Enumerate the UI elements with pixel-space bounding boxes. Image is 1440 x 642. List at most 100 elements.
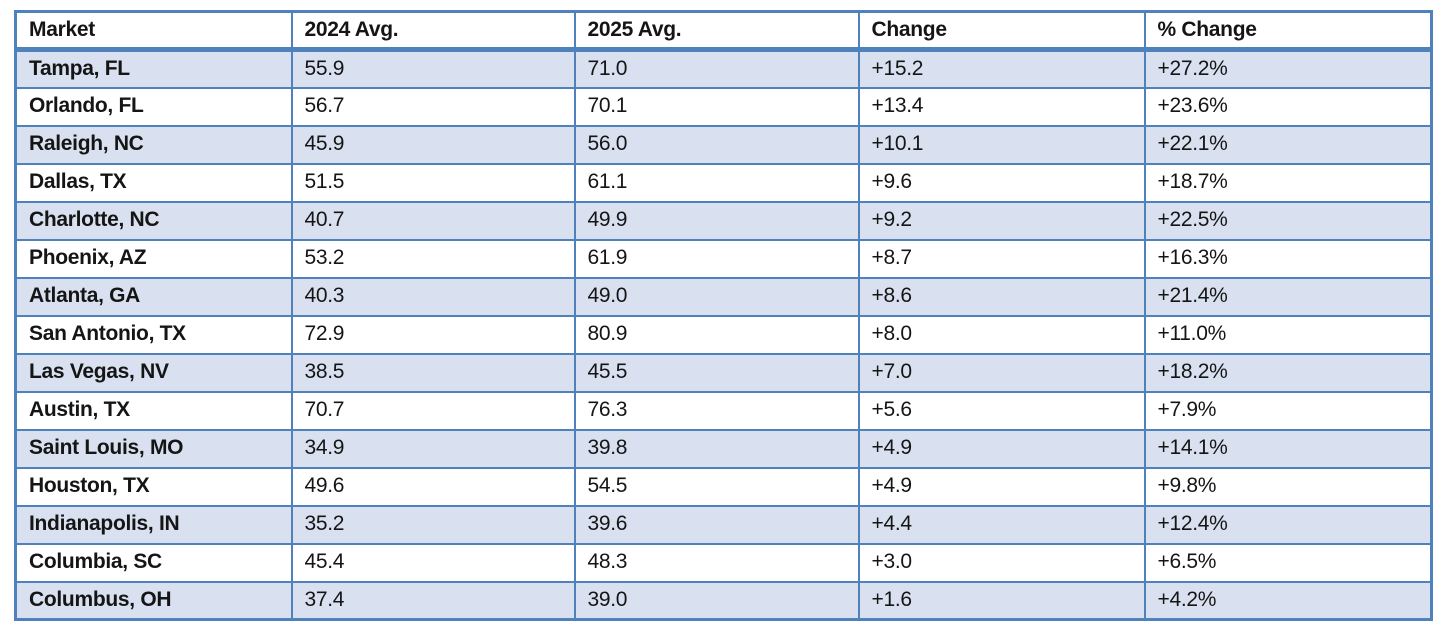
table-row: Phoenix, AZ 53.2 61.9 +8.7 +16.3% [14,238,1433,279]
change-cell: +7.0 [857,352,1146,393]
avg-2024-cell: 34.9 [290,428,576,469]
avg-2025-cell: 61.9 [573,238,860,279]
table-header: Market 2024 Avg. 2025 Avg. Change % Chan… [14,10,1433,52]
column-header-change: Change [857,10,1146,52]
market-cell: San Antonio, TX [14,314,293,355]
pct-change-cell: +4.2% [1143,580,1433,621]
column-header-pct-change: % Change [1143,10,1433,52]
avg-2025-cell: 76.3 [573,390,860,431]
market-cell: Houston, TX [14,466,293,507]
pct-change-cell: +16.3% [1143,238,1433,279]
avg-2024-cell: 56.7 [290,86,576,127]
table-row: San Antonio, TX 72.9 80.9 +8.0 +11.0% [14,314,1433,355]
market-cell: Charlotte, NC [14,200,293,241]
avg-2024-cell: 70.7 [290,390,576,431]
avg-2024-cell: 38.5 [290,352,576,393]
market-cell: Austin, TX [14,390,293,431]
market-cell: Saint Louis, MO [14,428,293,469]
avg-2025-cell: 39.0 [573,580,860,621]
market-cell: Columbus, OH [14,580,293,621]
pct-change-cell: +18.7% [1143,162,1433,203]
change-cell: +8.0 [857,314,1146,355]
avg-2025-cell: 45.5 [573,352,860,393]
market-cell: Atlanta, GA [14,276,293,317]
table-row: Indianapolis, IN 35.2 39.6 +4.4 +12.4% [14,504,1433,545]
avg-2025-cell: 39.8 [573,428,860,469]
change-cell: +9.2 [857,200,1146,241]
table-row: Saint Louis, MO 34.9 39.8 +4.9 +14.1% [14,428,1433,469]
pct-change-cell: +22.5% [1143,200,1433,241]
change-cell: +4.4 [857,504,1146,545]
pct-change-cell: +6.5% [1143,542,1433,583]
avg-2024-cell: 72.9 [290,314,576,355]
change-cell: +1.6 [857,580,1146,621]
avg-2025-cell: 80.9 [573,314,860,355]
change-cell: +9.6 [857,162,1146,203]
avg-2024-cell: 35.2 [290,504,576,545]
pct-change-cell: +7.9% [1143,390,1433,431]
avg-2025-cell: 49.9 [573,200,860,241]
table-row: Atlanta, GA 40.3 49.0 +8.6 +21.4% [14,276,1433,317]
table-row: Austin, TX 70.7 76.3 +5.6 +7.9% [14,390,1433,431]
avg-2025-cell: 48.3 [573,542,860,583]
avg-2024-cell: 37.4 [290,580,576,621]
column-header-2025-avg: 2025 Avg. [573,10,860,52]
pct-change-cell: +23.6% [1143,86,1433,127]
table-row: Tampa, FL 55.9 71.0 +15.2 +27.2% [14,48,1433,89]
market-cell: Indianapolis, IN [14,504,293,545]
change-cell: +8.7 [857,238,1146,279]
change-cell: +4.9 [857,428,1146,469]
avg-2024-cell: 45.9 [290,124,576,165]
market-cell: Phoenix, AZ [14,238,293,279]
column-header-2024-avg: 2024 Avg. [290,10,576,52]
column-header-market: Market [14,10,293,52]
avg-2024-cell: 55.9 [290,48,576,89]
avg-2025-cell: 54.5 [573,466,860,507]
avg-2025-cell: 56.0 [573,124,860,165]
table-row: Dallas, TX 51.5 61.1 +9.6 +18.7% [14,162,1433,203]
market-cell: Columbia, SC [14,542,293,583]
change-cell: +4.9 [857,466,1146,507]
market-cell: Raleigh, NC [14,124,293,165]
pct-change-cell: +22.1% [1143,124,1433,165]
table-row: Columbus, OH 37.4 39.0 +1.6 +4.2% [14,580,1433,621]
table-row: Las Vegas, NV 38.5 45.5 +7.0 +18.2% [14,352,1433,393]
table-body: Tampa, FL 55.9 71.0 +15.2 +27.2% Orlando, FL 5… [14,48,1433,621]
table-row: Columbia, SC 45.4 48.3 +3.0 +6.5% [14,542,1433,583]
avg-2024-cell: 40.7 [290,200,576,241]
pct-change-cell: +18.2% [1143,352,1433,393]
table-row: Orlando, FL 56.7 70.1 +13.4 +23.6% [14,86,1433,127]
pct-change-cell: +21.4% [1143,276,1433,317]
market-cell: Orlando, FL [14,86,293,127]
pct-change-cell: +9.8% [1143,466,1433,507]
avg-2025-cell: 71.0 [573,48,860,89]
change-cell: +13.4 [857,86,1146,127]
pct-change-cell: +11.0% [1143,314,1433,355]
change-cell: +8.6 [857,276,1146,317]
avg-2024-cell: 53.2 [290,238,576,279]
market-cell: Las Vegas, NV [14,352,293,393]
market-averages-table: Market 2024 Avg. 2025 Avg. Change % Chan… [14,10,1433,621]
avg-2024-cell: 45.4 [290,542,576,583]
pct-change-cell: +27.2% [1143,48,1433,89]
table-row: Raleigh, NC 45.9 56.0 +10.1 +22.1% [14,124,1433,165]
change-cell: +10.1 [857,124,1146,165]
table-row: Charlotte, NC 40.7 49.9 +9.2 +22.5% [14,200,1433,241]
avg-2024-cell: 40.3 [290,276,576,317]
avg-2024-cell: 51.5 [290,162,576,203]
change-cell: +15.2 [857,48,1146,89]
header-row: Market 2024 Avg. 2025 Avg. Change % Chan… [14,10,1433,52]
change-cell: +3.0 [857,542,1146,583]
avg-2025-cell: 61.1 [573,162,860,203]
pct-change-cell: +14.1% [1143,428,1433,469]
table-row: Houston, TX 49.6 54.5 +4.9 +9.8% [14,466,1433,507]
market-averages-table-container: Market 2024 Avg. 2025 Avg. Change % Chan… [14,10,1433,621]
pct-change-cell: +12.4% [1143,504,1433,545]
avg-2025-cell: 70.1 [573,86,860,127]
avg-2025-cell: 39.6 [573,504,860,545]
market-cell: Dallas, TX [14,162,293,203]
market-cell: Tampa, FL [14,48,293,89]
avg-2025-cell: 49.0 [573,276,860,317]
avg-2024-cell: 49.6 [290,466,576,507]
change-cell: +5.6 [857,390,1146,431]
